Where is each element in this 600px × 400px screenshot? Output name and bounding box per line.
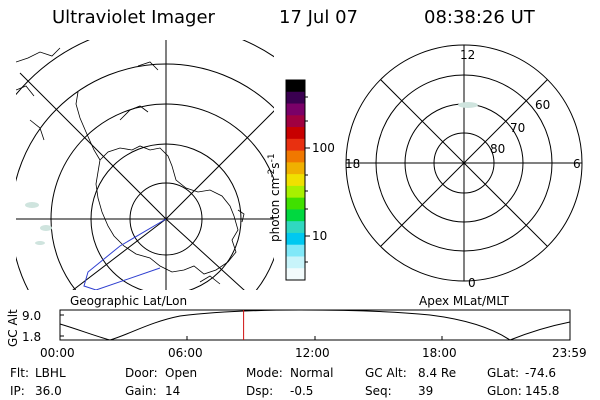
instrument-title: Ultraviolet Imager bbox=[52, 7, 215, 28]
param-mode-label: Mode: bbox=[246, 366, 283, 380]
timeline-ytick-1-8: 1.8 bbox=[22, 330, 41, 344]
polar-circles bbox=[345, 44, 583, 282]
colorbar-frame bbox=[285, 79, 306, 281]
param-flt-value: LBHL bbox=[35, 366, 66, 380]
land-patches bbox=[25, 202, 52, 245]
param-ip-label: IP: bbox=[10, 384, 25, 398]
param-glat-value: -74.6 bbox=[525, 366, 556, 380]
timeline-ytick-9: 9.0 bbox=[22, 309, 41, 323]
altitude-curve bbox=[59, 309, 571, 341]
param-ip-value: 36.0 bbox=[35, 384, 62, 398]
mlt-label-12: 12 bbox=[460, 48, 475, 62]
param-seq-label: Seq: bbox=[365, 384, 392, 398]
colorbar-tick-10: 10 bbox=[312, 229, 327, 243]
mlt-label-18: 18 bbox=[345, 157, 360, 171]
param-dsp-label: Dsp: bbox=[246, 384, 273, 398]
geographic-caption: Geographic Lat/Lon bbox=[70, 294, 187, 308]
timeline-xtick-0000: 00:00 bbox=[40, 346, 75, 360]
timeline-ticks bbox=[59, 314, 571, 340]
param-door-value: Open bbox=[165, 366, 197, 380]
mlt-label-6: 6 bbox=[573, 157, 581, 171]
coastline-antarctica bbox=[16, 47, 245, 285]
timeline-ylabel: GC Alt bbox=[6, 309, 20, 347]
param-gcalt-value: 8.4 Re bbox=[418, 366, 456, 380]
param-door-label: Door: bbox=[125, 366, 158, 380]
colorbar-band bbox=[286, 174, 305, 187]
aurora-patch bbox=[458, 102, 478, 108]
colorbar-band bbox=[286, 197, 305, 210]
timeline-xtick-1200: 12:00 bbox=[295, 346, 330, 360]
colorbar-band bbox=[286, 138, 305, 152]
param-glon-label: GLon: bbox=[487, 384, 522, 398]
geographic-map bbox=[16, 40, 274, 290]
mlt-label-0: 0 bbox=[468, 276, 476, 290]
colorbar: 100 10 photon cm-2s-1 bbox=[267, 79, 335, 281]
param-mode-value: Normal bbox=[290, 366, 333, 380]
param-dsp-value: -0.5 bbox=[290, 384, 313, 398]
timeline-xtick-1800: 18:00 bbox=[422, 346, 457, 360]
orbit-timeline: GC Alt 9.0 1.8 00:00 06:00 12:00 18:00 2… bbox=[6, 309, 587, 360]
mlat-label-70: 70 bbox=[510, 121, 525, 135]
colorbar-band bbox=[286, 115, 305, 128]
mlat-label-60: 60 bbox=[535, 98, 550, 112]
colorbar-band bbox=[286, 232, 305, 246]
colorbar-band bbox=[286, 221, 305, 234]
magnetic-polar-plot bbox=[345, 44, 583, 282]
time-label: 08:38:26 UT bbox=[424, 7, 535, 28]
colorbar-band bbox=[286, 268, 305, 281]
satellite-track bbox=[83, 218, 167, 290]
param-gain-value: 14 bbox=[165, 384, 180, 398]
date-label: 17 Jul 07 bbox=[279, 7, 358, 28]
timeline-xtick-0600: 06:00 bbox=[168, 346, 203, 360]
colorbar-band bbox=[286, 185, 305, 199]
colorbar-unit-label: photon cm-2s-1 bbox=[267, 153, 282, 242]
colorbar-gradient bbox=[286, 80, 305, 281]
colorbar-band bbox=[286, 150, 305, 163]
timeline-frame bbox=[59, 309, 571, 341]
colorbar-band bbox=[286, 162, 305, 175]
param-glat-label: GLat: bbox=[487, 366, 519, 380]
polar-grid-lines bbox=[346, 45, 582, 281]
geographic-grid bbox=[16, 40, 274, 290]
timeline-xtick-2359: 23:59 bbox=[552, 346, 587, 360]
colorbar-band bbox=[286, 209, 305, 222]
param-seq-value: 39 bbox=[418, 384, 433, 398]
parameter-readout: Flt: LBHL Door: Open Mode: Normal GC Alt… bbox=[10, 366, 559, 398]
colorbar-ticks bbox=[305, 96, 310, 263]
param-gain-label: Gain: bbox=[125, 384, 157, 398]
colorbar-tick-100: 100 bbox=[312, 141, 335, 155]
colorbar-band bbox=[286, 244, 305, 257]
colorbar-band bbox=[286, 103, 305, 116]
param-flt-label: Flt: bbox=[10, 366, 29, 380]
mlat-label-80: 80 bbox=[490, 142, 505, 156]
colorbar-band bbox=[286, 256, 305, 269]
param-glon-value: 145.8 bbox=[525, 384, 559, 398]
colorbar-band bbox=[286, 127, 305, 140]
colorbar-band bbox=[286, 80, 305, 93]
param-gcalt-label: GC Alt: bbox=[365, 366, 407, 380]
colorbar-band bbox=[286, 91, 305, 105]
apex-caption: Apex MLat/MLT bbox=[419, 294, 509, 308]
